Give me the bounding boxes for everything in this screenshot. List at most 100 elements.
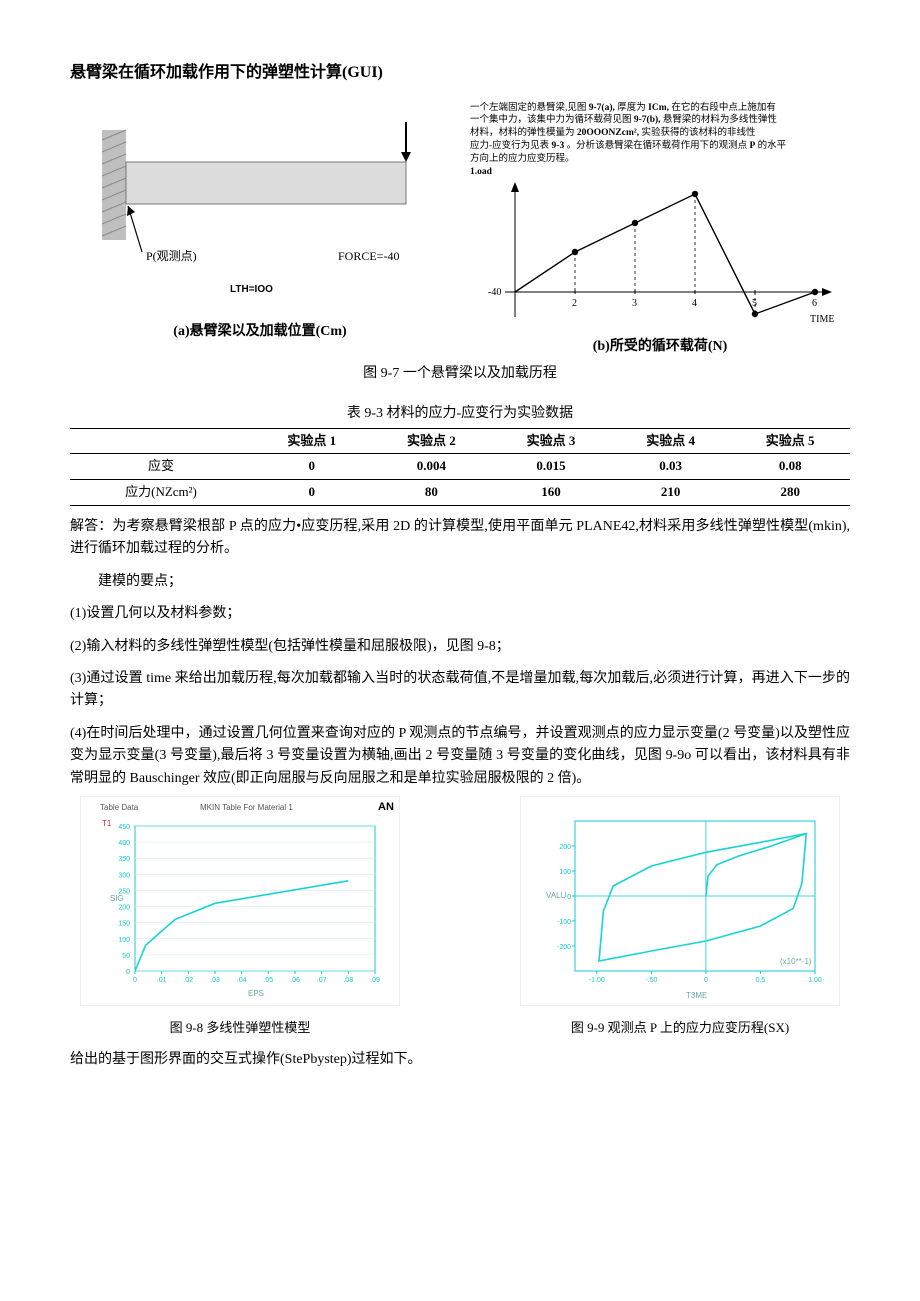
svg-text:350: 350	[118, 856, 130, 863]
svg-text:100: 100	[118, 937, 130, 944]
cell: 0	[252, 454, 372, 480]
th: 实验点 5	[730, 428, 850, 454]
paragraph-keypoints: 建模的要点；	[70, 571, 850, 593]
t: 悬臂梁的材料为多线性弹性	[663, 115, 777, 125]
beam-force-label: FORCE=-40	[338, 249, 399, 263]
svg-text:200: 200	[118, 904, 130, 911]
t: 。分析该悬臂梁在循环载荷作用下的观测点	[567, 141, 748, 151]
mkin-tbl: Table Data	[100, 803, 139, 812]
load-time-chart: -40 2 3 4 5 6 TIME	[480, 182, 840, 332]
svg-text:.04: .04	[237, 977, 247, 984]
svg-text:.01: .01	[157, 977, 167, 984]
svg-text:0: 0	[126, 969, 130, 976]
t: 9-7(a),	[589, 103, 615, 113]
svg-text:.02: .02	[183, 977, 193, 984]
beam-p-label: P(观测点)	[146, 249, 197, 263]
t: ICm,	[648, 103, 669, 113]
table-row: 应力(NZcm²) 0 80 160 210 280	[70, 480, 850, 506]
th: 实验点 4	[611, 428, 731, 454]
cell: 0.004	[372, 454, 492, 480]
t: 实验获得的该材料的非线性	[641, 128, 755, 138]
svg-text:300: 300	[118, 872, 130, 879]
hyst-exp: (x10**-1)	[780, 957, 812, 966]
beam-lth-label: LTH=IOO	[230, 284, 273, 295]
t: 9-7(b),	[634, 115, 661, 125]
row-label: 应变	[70, 454, 252, 480]
xtick: 4	[692, 298, 697, 309]
t: 9-3	[552, 141, 565, 151]
cell: 280	[730, 480, 850, 506]
row-label: 应力(NZcm²)	[70, 480, 252, 506]
svg-text:0.5: 0.5	[756, 977, 766, 984]
figure-9-7-row: P(观测点) FORCE=-40 LTH=IOO (a)悬臂梁以及加载位置(Cm…	[70, 102, 850, 359]
intro-paragraph: 一个左端固定的悬臂梁,见图 9-7(a), 厚度为 ICm, 在它的右段中点上施…	[470, 102, 850, 179]
th	[70, 428, 252, 454]
xtick: 6	[812, 298, 817, 309]
mkin-xlab: EPS	[248, 989, 264, 998]
svg-text:0: 0	[704, 977, 708, 984]
svg-text:100: 100	[559, 869, 571, 876]
cell: 0.08	[730, 454, 850, 480]
xtick: 3	[632, 298, 637, 309]
fig-9-8-caption: 图 9-8 多线性弹塑性模型	[170, 1018, 311, 1039]
svg-text:1.00: 1.00	[808, 977, 822, 984]
xtick: 2	[572, 298, 577, 309]
svg-text:0: 0	[133, 977, 137, 984]
svg-text:.05: .05	[263, 977, 273, 984]
svg-text:.03: .03	[210, 977, 220, 984]
mkin-t1: T1	[102, 819, 112, 828]
charts-row: Table Data MKIN Table For Material 1 AN …	[70, 796, 850, 1006]
svg-text:-1.00: -1.00	[589, 977, 605, 984]
time-label: TIME	[810, 314, 834, 325]
t: 材料，材料的弹性模量为	[470, 128, 575, 138]
paragraph-step3: (3)通过设置 time 来给出加载历程,每次加载都输入当时的状态载荷值,不是增…	[70, 668, 850, 713]
t: 一个左端固定的悬臂梁,见图	[470, 103, 586, 113]
fig-9-7a-caption: (a)悬臂梁以及加载位置(Cm)	[173, 321, 346, 343]
paragraph-answer: 解答：为考察悬臂梁根部 P 点的应力•应变历程,采用 2D 的计算模型,使用平面…	[70, 516, 850, 561]
paragraph-step4: (4)在时间后处理中，通过设置几何位置来查询对应的 P 观测点的节点编号，并设置…	[70, 723, 850, 790]
t: 20OOONZcm²,	[577, 128, 639, 138]
svg-text:.09: .09	[370, 977, 380, 984]
xtick: 5	[752, 298, 757, 309]
svg-text:0: 0	[567, 894, 571, 901]
table-header-row: 实验点 1 实验点 2 实验点 3 实验点 4 实验点 5	[70, 428, 850, 454]
th: 实验点 1	[252, 428, 372, 454]
t: 的水平	[758, 141, 787, 151]
svg-text:400: 400	[118, 840, 130, 847]
svg-text:150: 150	[118, 921, 130, 928]
table-9-3-title: 表 9-3 材料的应力-应变行为实验数据	[70, 403, 850, 425]
figure-9-7a: P(观测点) FORCE=-40 LTH=IOO (a)悬臂梁以及加载位置(Cm…	[70, 102, 450, 343]
fig-9-9-caption: 图 9-9 观测点 P 上的应力应变历程(SX)	[571, 1018, 789, 1039]
svg-text:.07: .07	[317, 977, 327, 984]
fig-9-7-caption: 图 9-7 一个悬臂梁以及加载历程	[70, 363, 850, 385]
svg-text:-200: -200	[557, 944, 571, 951]
table-row: 应变 0 0.004 0.015 0.03 0.08	[70, 454, 850, 480]
t: 应力-应变行为见表	[470, 141, 549, 151]
cell: 0	[252, 480, 372, 506]
cell: 0.015	[491, 454, 611, 480]
figure-9-8: Table Data MKIN Table For Material 1 AN …	[70, 796, 410, 1006]
cell: 80	[372, 480, 492, 506]
hyst-xlab: T3ME	[686, 991, 707, 1000]
t: P	[749, 141, 755, 151]
svg-text:200: 200	[559, 844, 571, 851]
figure-9-7b: 一个左端固定的悬臂梁,见图 9-7(a), 厚度为 ICm, 在它的右段中点上施…	[470, 102, 850, 359]
svg-text:-.50: -.50	[645, 977, 657, 984]
th: 实验点 3	[491, 428, 611, 454]
svg-text:.08: .08	[343, 977, 353, 984]
figure-9-9: VALU T3ME (x10**-1) -200-1000100200 -1.0…	[510, 796, 850, 1006]
t: 厚度为	[617, 103, 646, 113]
cell: 0.03	[611, 454, 731, 480]
final-line: 给出的基于图形界面的交互式操作(StePbystep)过程如下。	[70, 1049, 850, 1071]
load-axis-title: 1.oad	[470, 167, 492, 177]
cell: 160	[491, 480, 611, 506]
svg-text:250: 250	[118, 888, 130, 895]
y-neg40: -40	[488, 287, 501, 298]
beam-diagram: P(观测点) FORCE=-40 LTH=IOO	[80, 102, 440, 317]
paragraph-step1: (1)设置几何以及材料参数；	[70, 603, 850, 625]
t: 方向上的应力应变历程。	[470, 154, 575, 164]
fig-9-7b-caption: (b)所受的循环载荷(N)	[593, 336, 728, 358]
mkin-chart: Table Data MKIN Table For Material 1 AN …	[80, 796, 400, 1006]
mkin-title: MKIN Table For Material 1	[200, 803, 293, 812]
svg-text:50: 50	[122, 953, 130, 960]
